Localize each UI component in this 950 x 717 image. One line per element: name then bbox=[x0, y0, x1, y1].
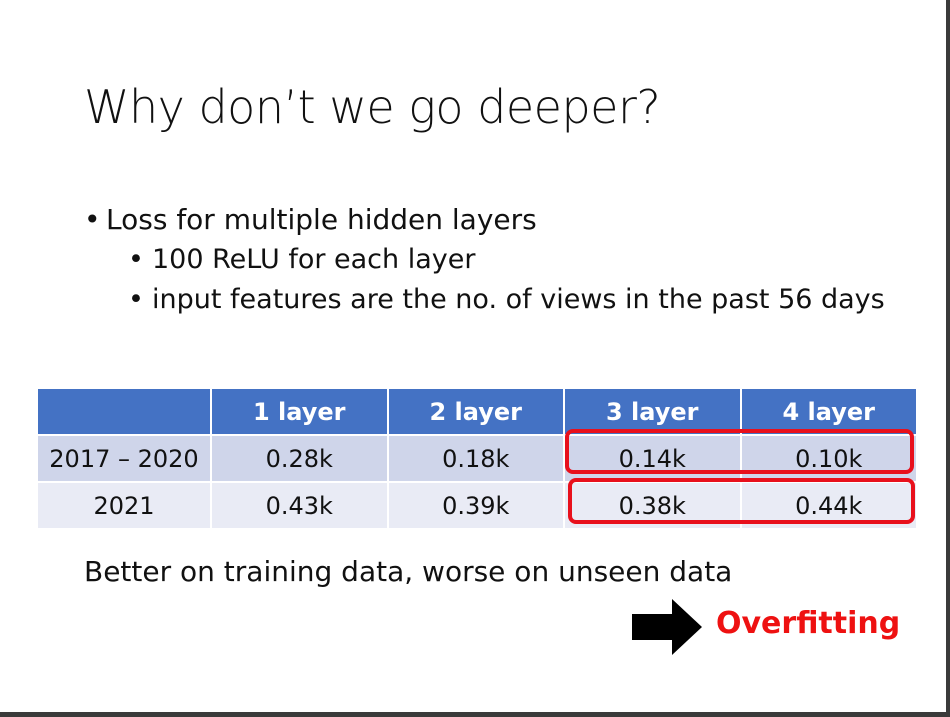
table-row-label: 2017 – 2020 bbox=[36, 434, 212, 483]
right-arrow-icon bbox=[632, 599, 702, 655]
table-header-cell: 3 layer bbox=[563, 387, 742, 436]
highlight-box-row-1 bbox=[565, 429, 914, 474]
table-header-cell: 2 layer bbox=[386, 387, 565, 436]
table-cell: 0.39k bbox=[386, 481, 565, 530]
table-header-row: 1 layer 2 layer 3 layer 4 layer bbox=[36, 387, 918, 436]
sub-bullet-text: input features are the no. of views in t… bbox=[152, 284, 885, 315]
sub-bullet-text: 100 ReLU for each layer bbox=[152, 244, 476, 275]
bullet-list: Loss for multiple hidden layers • 100 Re… bbox=[84, 200, 904, 320]
table-cell: 0.28k bbox=[210, 434, 389, 483]
table-header-cell bbox=[36, 387, 212, 436]
bullet-item: Loss for multiple hidden layers bbox=[84, 200, 904, 240]
table-header-cell: 1 layer bbox=[210, 387, 389, 436]
conclusion-text: Overfitting bbox=[716, 606, 901, 641]
table-cell: 0.10k bbox=[739, 434, 918, 483]
slide-title: Why don’t we go deeper? bbox=[84, 80, 661, 134]
table-cell: 0.43k bbox=[210, 481, 389, 530]
bullet-dot-icon: • bbox=[128, 284, 144, 315]
sub-bullet-item: • 100 ReLU for each layer bbox=[128, 240, 904, 280]
bullet-text: Loss for multiple hidden layers bbox=[106, 203, 537, 236]
table-header-cell: 4 layer bbox=[739, 387, 918, 436]
table-cell: 0.18k bbox=[386, 434, 565, 483]
highlight-box-row-2 bbox=[568, 478, 915, 524]
sub-bullet-item: • input features are the no. of views in… bbox=[128, 280, 904, 320]
table-row-label: 2021 bbox=[36, 481, 212, 530]
bullet-dot-icon: • bbox=[128, 244, 144, 275]
caption-text: Better on training data, worse on unseen… bbox=[84, 555, 733, 588]
